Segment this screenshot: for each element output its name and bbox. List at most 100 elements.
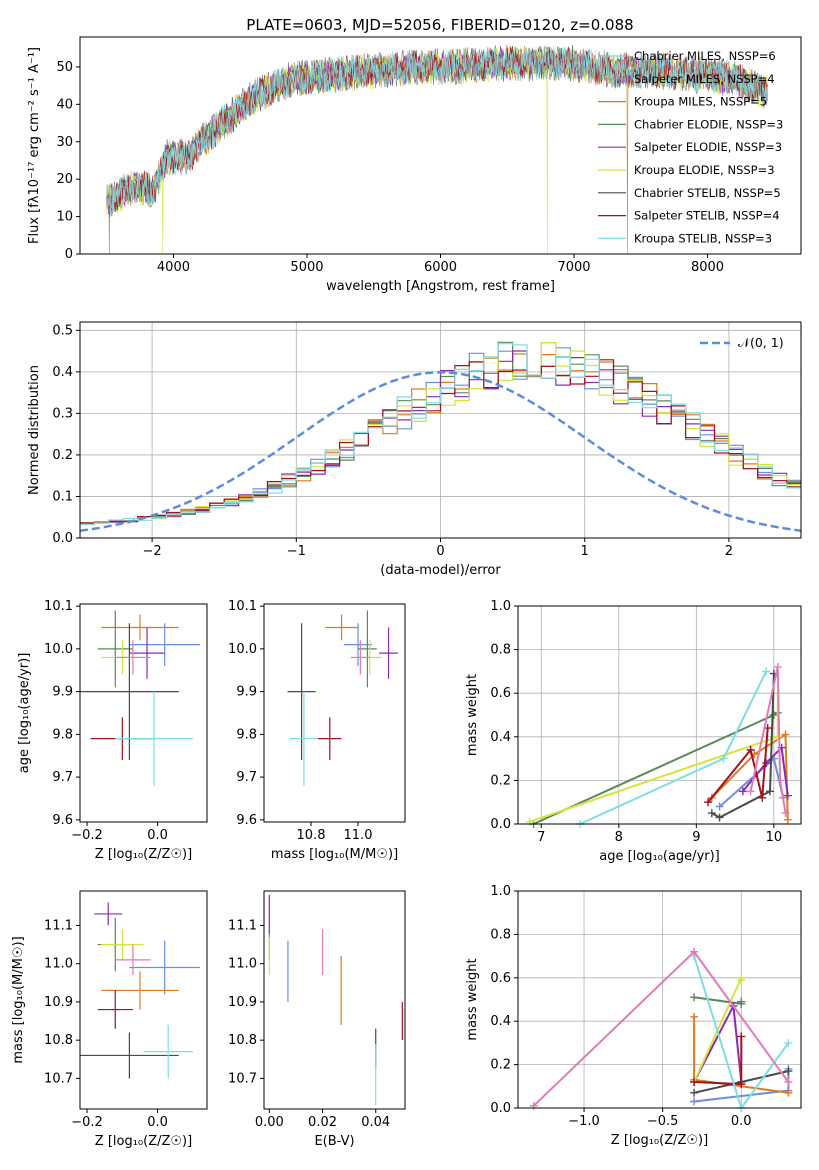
axes-frame [79,321,802,539]
weight-series [711,673,775,819]
y-tick-label: 1.0 [490,599,511,614]
x-tick-label: 0 [436,544,444,559]
weight-marker [690,947,699,956]
weight-marker [781,809,790,818]
x-tick-label: −1 [287,544,306,559]
histogram-series [80,350,801,525]
y-tick-label: 10.1 [228,599,257,614]
y-tick-label: 9.8 [236,727,257,742]
weight-series [533,950,790,1107]
x-axis-label: Z [log₁₀(Z/Z☉)] [611,1133,708,1148]
weight-marker [762,667,771,676]
x-tick-label: 8 [615,830,623,845]
weight-marker [715,802,724,811]
legend-label: Kroupa MILES, NSSP=5 [634,95,767,109]
x-tick-label: 1 [581,544,589,559]
y-tick-label: 10.8 [228,1033,257,1048]
y-tick-label: 9.9 [236,685,257,700]
x-tick-label: 0.0 [147,1115,168,1130]
weight-marker [690,1088,699,1097]
histogram-series [80,343,801,525]
y-tick-label: 10.0 [228,642,257,657]
axes-frame [517,890,802,1109]
y-tick-label: 10 [56,210,73,225]
y-tick-label: 10.9 [228,995,257,1010]
x-tick-label: 2 [725,544,733,559]
y-tick-label: 0 [65,247,73,262]
x-axis-label: E(B-V) [314,1134,354,1149]
weight-marker [765,787,774,796]
y-tick-label: 9.8 [52,727,73,742]
spectrum-series [106,45,768,213]
x-axis-label: (data-model)/error [380,563,501,578]
x-tick-label: 0.00 [255,1115,284,1130]
x-tick-label: 6000 [424,260,457,275]
x-tick-label: 10.8 [297,828,326,843]
y-tick-label: 0.8 [490,643,511,658]
legend-label: Salpeter STELIB, NSSP=4 [634,209,780,223]
y-axis-label: age [log₁₀(age/yr)] [17,653,32,774]
weight-marker [784,1077,793,1086]
y-tick-label: 0.5 [52,323,73,338]
weight-series [529,693,779,823]
x-axis-label: Z [log₁₀(Z/Z☉)] [95,1134,192,1149]
y-tick-label: 0.6 [490,971,511,986]
spectrum-series [106,44,768,218]
weight-marker [783,815,792,824]
y-axis-label: mass [log₁₀(M/M☉)] [11,936,26,1063]
y-tick-label: 0.3 [52,406,73,421]
axes-frame [517,605,802,825]
weight-marker [784,1088,793,1097]
y-axis-label: mass weight [465,958,480,1040]
y-tick-label: 0.2 [490,1058,511,1073]
weight-marker [690,993,699,1002]
weight-marker [690,1012,699,1021]
y-tick-label: 9.7 [52,770,73,785]
x-tick-label: 5000 [290,260,323,275]
axes-frame [79,890,208,1110]
y-tick-label: 0.2 [52,448,73,463]
weight-series [693,1002,743,1083]
x-tick-label: 0.0 [147,828,168,843]
weight-series [711,732,789,820]
weight-marker [784,1067,793,1076]
x-tick-label: 4000 [157,260,190,275]
y-tick-label: 10.1 [44,599,73,614]
x-tick-label: 11.0 [344,828,373,843]
y-tick-label: 0.2 [490,773,511,788]
weight-marker [781,730,790,739]
legend-label: 𝒩(0, 1) [738,335,784,350]
x-tick-label: 0.02 [308,1115,337,1130]
weight-marker [703,798,712,807]
weight-marker [738,787,747,796]
y-tick-label: 0.4 [490,730,511,745]
x-axis-label: Z [log₁₀(Z/Z☉)] [95,847,192,862]
y-tick-label: 11.0 [228,957,257,972]
x-tick-label: 7 [537,830,545,845]
weight-marker [707,809,716,818]
figure-title: PLATE=0603, MJD=52056, FIBERID=0120, z=0… [246,16,633,34]
legend-label: Salpeter MILES, NSSP=4 [634,72,775,86]
y-tick-label: 10.7 [44,1071,73,1086]
x-tick-label: 7000 [557,260,590,275]
weight-marker [737,1080,746,1089]
y-tick-label: 11.1 [44,918,73,933]
y-tick-label: 10.9 [44,995,73,1010]
y-tick-label: 0.0 [490,1101,511,1116]
y-tick-label: 10.8 [44,1033,73,1048]
x-tick-label: 8000 [691,260,724,275]
weight-marker [783,791,792,800]
weight-series [579,670,767,825]
x-axis-label: age [log₁₀(age/yr)] [599,849,720,864]
axes-frame [79,603,208,823]
weight-marker [737,997,746,1006]
weight-marker [690,1077,699,1086]
spectrum-series [106,46,768,214]
y-tick-label: 0.4 [490,1014,511,1029]
legend-label: Kroupa ELODIE, NSSP=3 [634,163,775,177]
y-tick-label: 0.1 [52,489,73,504]
weight-series [694,1036,743,1086]
legend-label: Chabrier ELODIE, NSSP=3 [634,117,783,131]
weight-series [707,728,769,803]
